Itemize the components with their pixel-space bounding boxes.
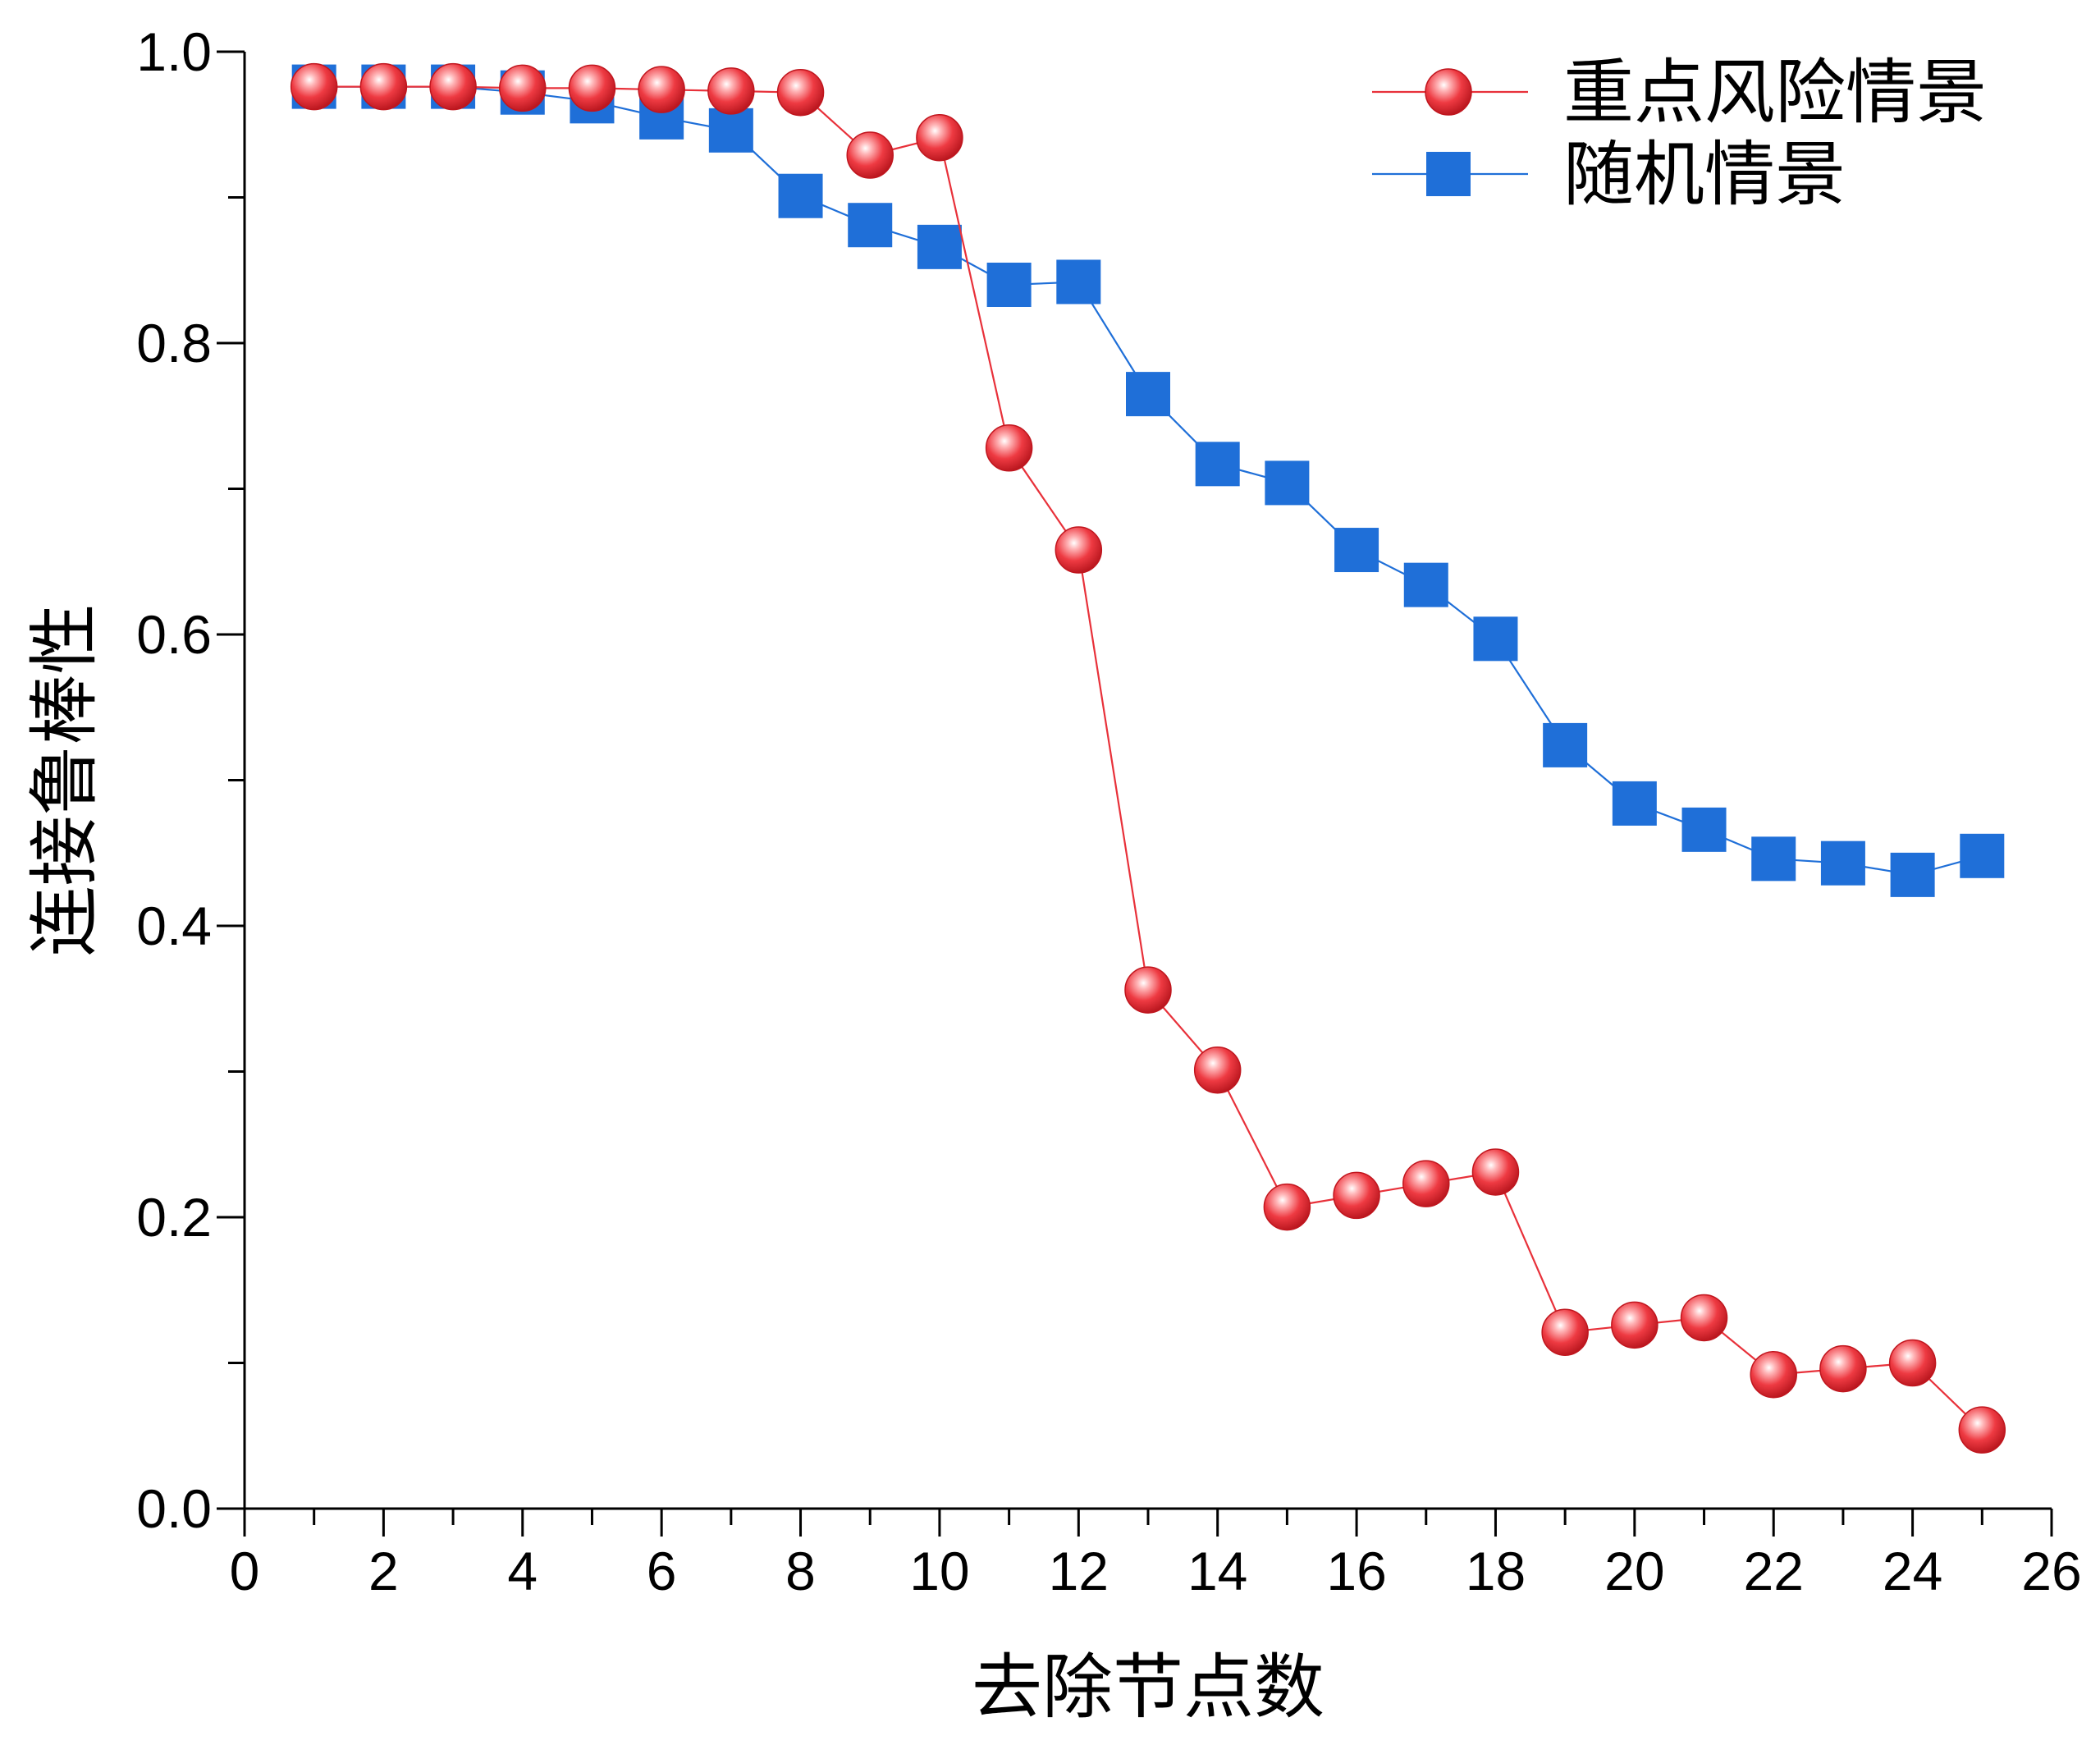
data-point bbox=[638, 66, 685, 113]
data-point bbox=[917, 224, 962, 269]
data-point bbox=[1055, 526, 1103, 574]
x-tick-label: 0 bbox=[230, 1541, 260, 1601]
data-point bbox=[1473, 616, 1518, 662]
data-point bbox=[778, 173, 823, 218]
axes: 0 2 4 6 8 10 12 14 16 18 20 22 24 260.00.20.40.60.81.… bbox=[136, 21, 2081, 1601]
data-point bbox=[568, 64, 616, 112]
data-point bbox=[1750, 1350, 1797, 1399]
data-point bbox=[290, 62, 338, 111]
data-point bbox=[1751, 836, 1796, 882]
data-point bbox=[848, 203, 893, 248]
x-tick-label: 2 bbox=[368, 1541, 399, 1601]
data-point bbox=[1056, 259, 1101, 305]
x-tick-label: 16 bbox=[1326, 1541, 1386, 1601]
y-tick-label: 0.6 bbox=[136, 604, 212, 665]
data-point bbox=[499, 64, 547, 112]
data-point bbox=[1403, 562, 1448, 607]
y-tick-label: 1.0 bbox=[136, 21, 212, 82]
data-point bbox=[985, 424, 1033, 472]
data-point bbox=[1195, 442, 1240, 487]
y-axis-title: 连接鲁棒性 bbox=[24, 604, 106, 957]
data-point bbox=[1543, 722, 1588, 767]
data-point bbox=[1681, 807, 1727, 852]
data-point bbox=[359, 62, 408, 111]
x-tick-label: 22 bbox=[1744, 1541, 1804, 1601]
x-axis-title: 去除节点数 bbox=[972, 1647, 1325, 1729]
data-point bbox=[1334, 528, 1379, 573]
x-tick-label: 12 bbox=[1049, 1541, 1109, 1601]
data-point bbox=[1960, 833, 2005, 878]
legend-label: 重点风险情景 bbox=[1563, 52, 1987, 134]
data-point bbox=[1819, 1344, 1867, 1393]
data-point bbox=[1471, 1148, 1520, 1196]
data-point bbox=[1890, 852, 1935, 897]
x-tick-label: 6 bbox=[647, 1541, 677, 1601]
data-point bbox=[1888, 1339, 1937, 1387]
y-tick-label: 0.2 bbox=[136, 1187, 212, 1248]
data-point bbox=[1126, 372, 1170, 417]
data-point bbox=[1265, 460, 1310, 506]
x-tick-label: 10 bbox=[909, 1541, 969, 1601]
legend-label: 随机情景 bbox=[1563, 134, 1846, 216]
data-point bbox=[707, 67, 755, 115]
data-point bbox=[916, 113, 963, 162]
data-point bbox=[776, 68, 825, 117]
x-tick-label: 14 bbox=[1187, 1541, 1247, 1601]
data-point bbox=[1820, 840, 1865, 886]
x-tick-label: 20 bbox=[1604, 1541, 1664, 1601]
data-point bbox=[1263, 1183, 1311, 1231]
x-tick-label: 24 bbox=[1883, 1541, 1942, 1601]
data-point bbox=[1612, 781, 1657, 826]
data-point bbox=[1680, 1294, 1728, 1342]
data-point bbox=[846, 131, 894, 179]
data-point bbox=[986, 263, 1032, 307]
x-tick-label: 4 bbox=[507, 1541, 538, 1601]
series-line bbox=[313, 85, 1983, 1431]
data-point bbox=[1193, 1046, 1242, 1094]
data-point bbox=[1958, 1406, 2006, 1454]
x-tick-label: 8 bbox=[785, 1541, 816, 1601]
legend-marker bbox=[1426, 152, 1471, 196]
legend-marker bbox=[1425, 68, 1472, 116]
data-point bbox=[1541, 1308, 1589, 1356]
data-point bbox=[429, 62, 477, 111]
data-point bbox=[1333, 1171, 1380, 1220]
data-point bbox=[1611, 1301, 1658, 1349]
data-point bbox=[1402, 1160, 1450, 1207]
data-point bbox=[708, 108, 753, 153]
y-tick-label: 0.0 bbox=[136, 1478, 212, 1539]
data-point bbox=[1124, 966, 1172, 1014]
plot-area bbox=[290, 62, 2006, 1454]
y-tick-label: 0.8 bbox=[136, 313, 212, 373]
x-tick-label: 18 bbox=[1466, 1541, 1526, 1601]
y-tick-label: 0.4 bbox=[136, 895, 212, 956]
x-tick-label: 26 bbox=[2021, 1541, 2081, 1601]
